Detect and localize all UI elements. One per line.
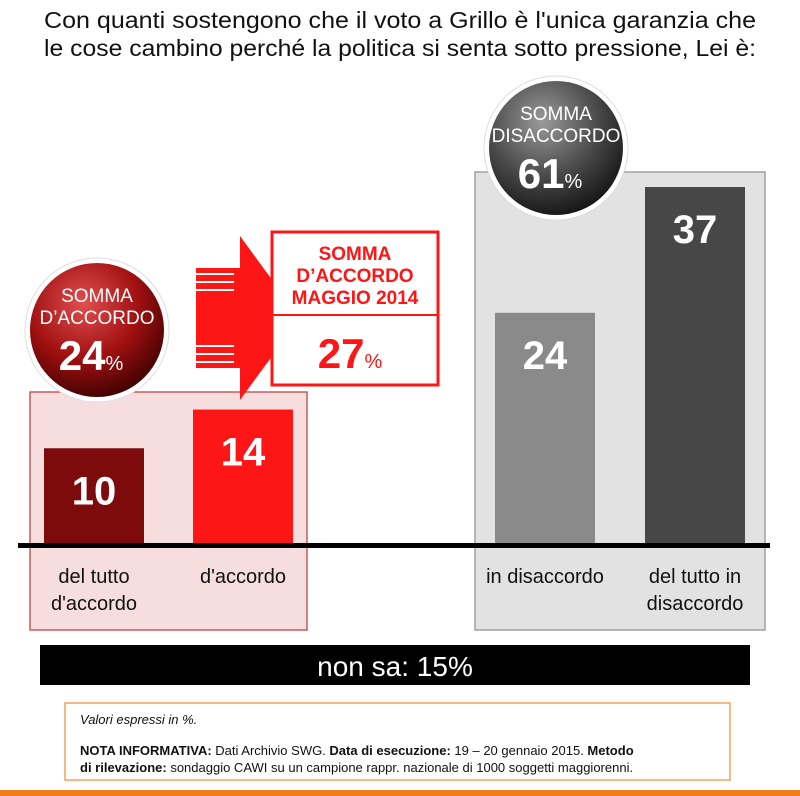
- category-label: d'accordo: [51, 593, 137, 615]
- bubble-label: SOMMA: [61, 286, 133, 307]
- baseline: [18, 543, 770, 548]
- bar-value-label: 14: [221, 431, 266, 475]
- previous-label: SOMMA: [319, 244, 392, 265]
- note-line: di rilevazione: sondaggio CAWI su un cam…: [80, 760, 633, 775]
- bubble-value-unit: %: [564, 171, 582, 193]
- previous-label: MAGGIO 2014: [292, 288, 419, 309]
- bubble: [30, 263, 164, 397]
- category-label: disaccordo: [647, 593, 744, 615]
- previous-value-number: 27: [318, 330, 365, 377]
- arrow: [196, 236, 300, 400]
- category-label: d'accordo: [200, 566, 286, 588]
- title-line: le cose cambino perché la politica si se…: [44, 35, 756, 61]
- bubble-value: 24%: [59, 332, 124, 379]
- dont-know-unit: %: [448, 651, 473, 682]
- note-line: NOTA INFORMATIVA: Dati Archivio SWG. Dat…: [80, 743, 634, 758]
- bar: [645, 187, 745, 545]
- category-label: del tutto in: [649, 566, 741, 588]
- note-segment: NOTA INFORMATIVA:: [80, 743, 212, 758]
- previous-label: D’ACCORDO: [296, 266, 413, 287]
- bubble-value-number: 24: [59, 332, 106, 379]
- bar-value-label: 37: [673, 208, 718, 252]
- note-segment: di rilevazione:: [80, 760, 167, 775]
- bubble-value: 61%: [518, 150, 583, 197]
- note-segment: Data di esecuzione:: [329, 743, 450, 758]
- bar: [495, 312, 595, 545]
- previous-value: 27%: [318, 330, 383, 377]
- dont-know-label: non sa:: [317, 651, 409, 682]
- bubble-label: DISACCORDO: [492, 126, 621, 147]
- bar-value-label: 10: [72, 469, 117, 513]
- note-segment: Metodo: [587, 743, 633, 758]
- note-intro: Valori espressi in %.: [80, 712, 197, 727]
- bar: [193, 409, 293, 545]
- dont-know-value: 15: [417, 651, 448, 682]
- title-line: Con quanti sostengono che il voto a Gril…: [44, 7, 756, 33]
- note-box: [64, 702, 731, 781]
- dont-know: non sa: 15%: [317, 651, 473, 682]
- bubble-label: D’ACCORDO: [39, 308, 154, 329]
- note-segment: Dati Archivio SWG.: [212, 743, 330, 758]
- footer-bar: [0, 790, 800, 796]
- previous-box: [270, 230, 440, 387]
- bubble-value-number: 61: [518, 150, 565, 197]
- bar-value-label: 24: [523, 334, 568, 378]
- bar: [44, 448, 144, 545]
- previous-value-unit: %: [364, 351, 382, 373]
- note-segment: 19 – 20 gennaio 2015.: [451, 743, 588, 758]
- note-segment: sondaggio CAWI su un campione rappr. naz…: [167, 760, 633, 775]
- category-label: in disaccordo: [486, 566, 604, 588]
- dont-know-bar: [40, 645, 750, 685]
- bubble-label: SOMMA: [520, 104, 592, 125]
- bubble-value-unit: %: [105, 353, 123, 375]
- bubble: [489, 81, 623, 215]
- category-label: del tutto: [58, 566, 129, 588]
